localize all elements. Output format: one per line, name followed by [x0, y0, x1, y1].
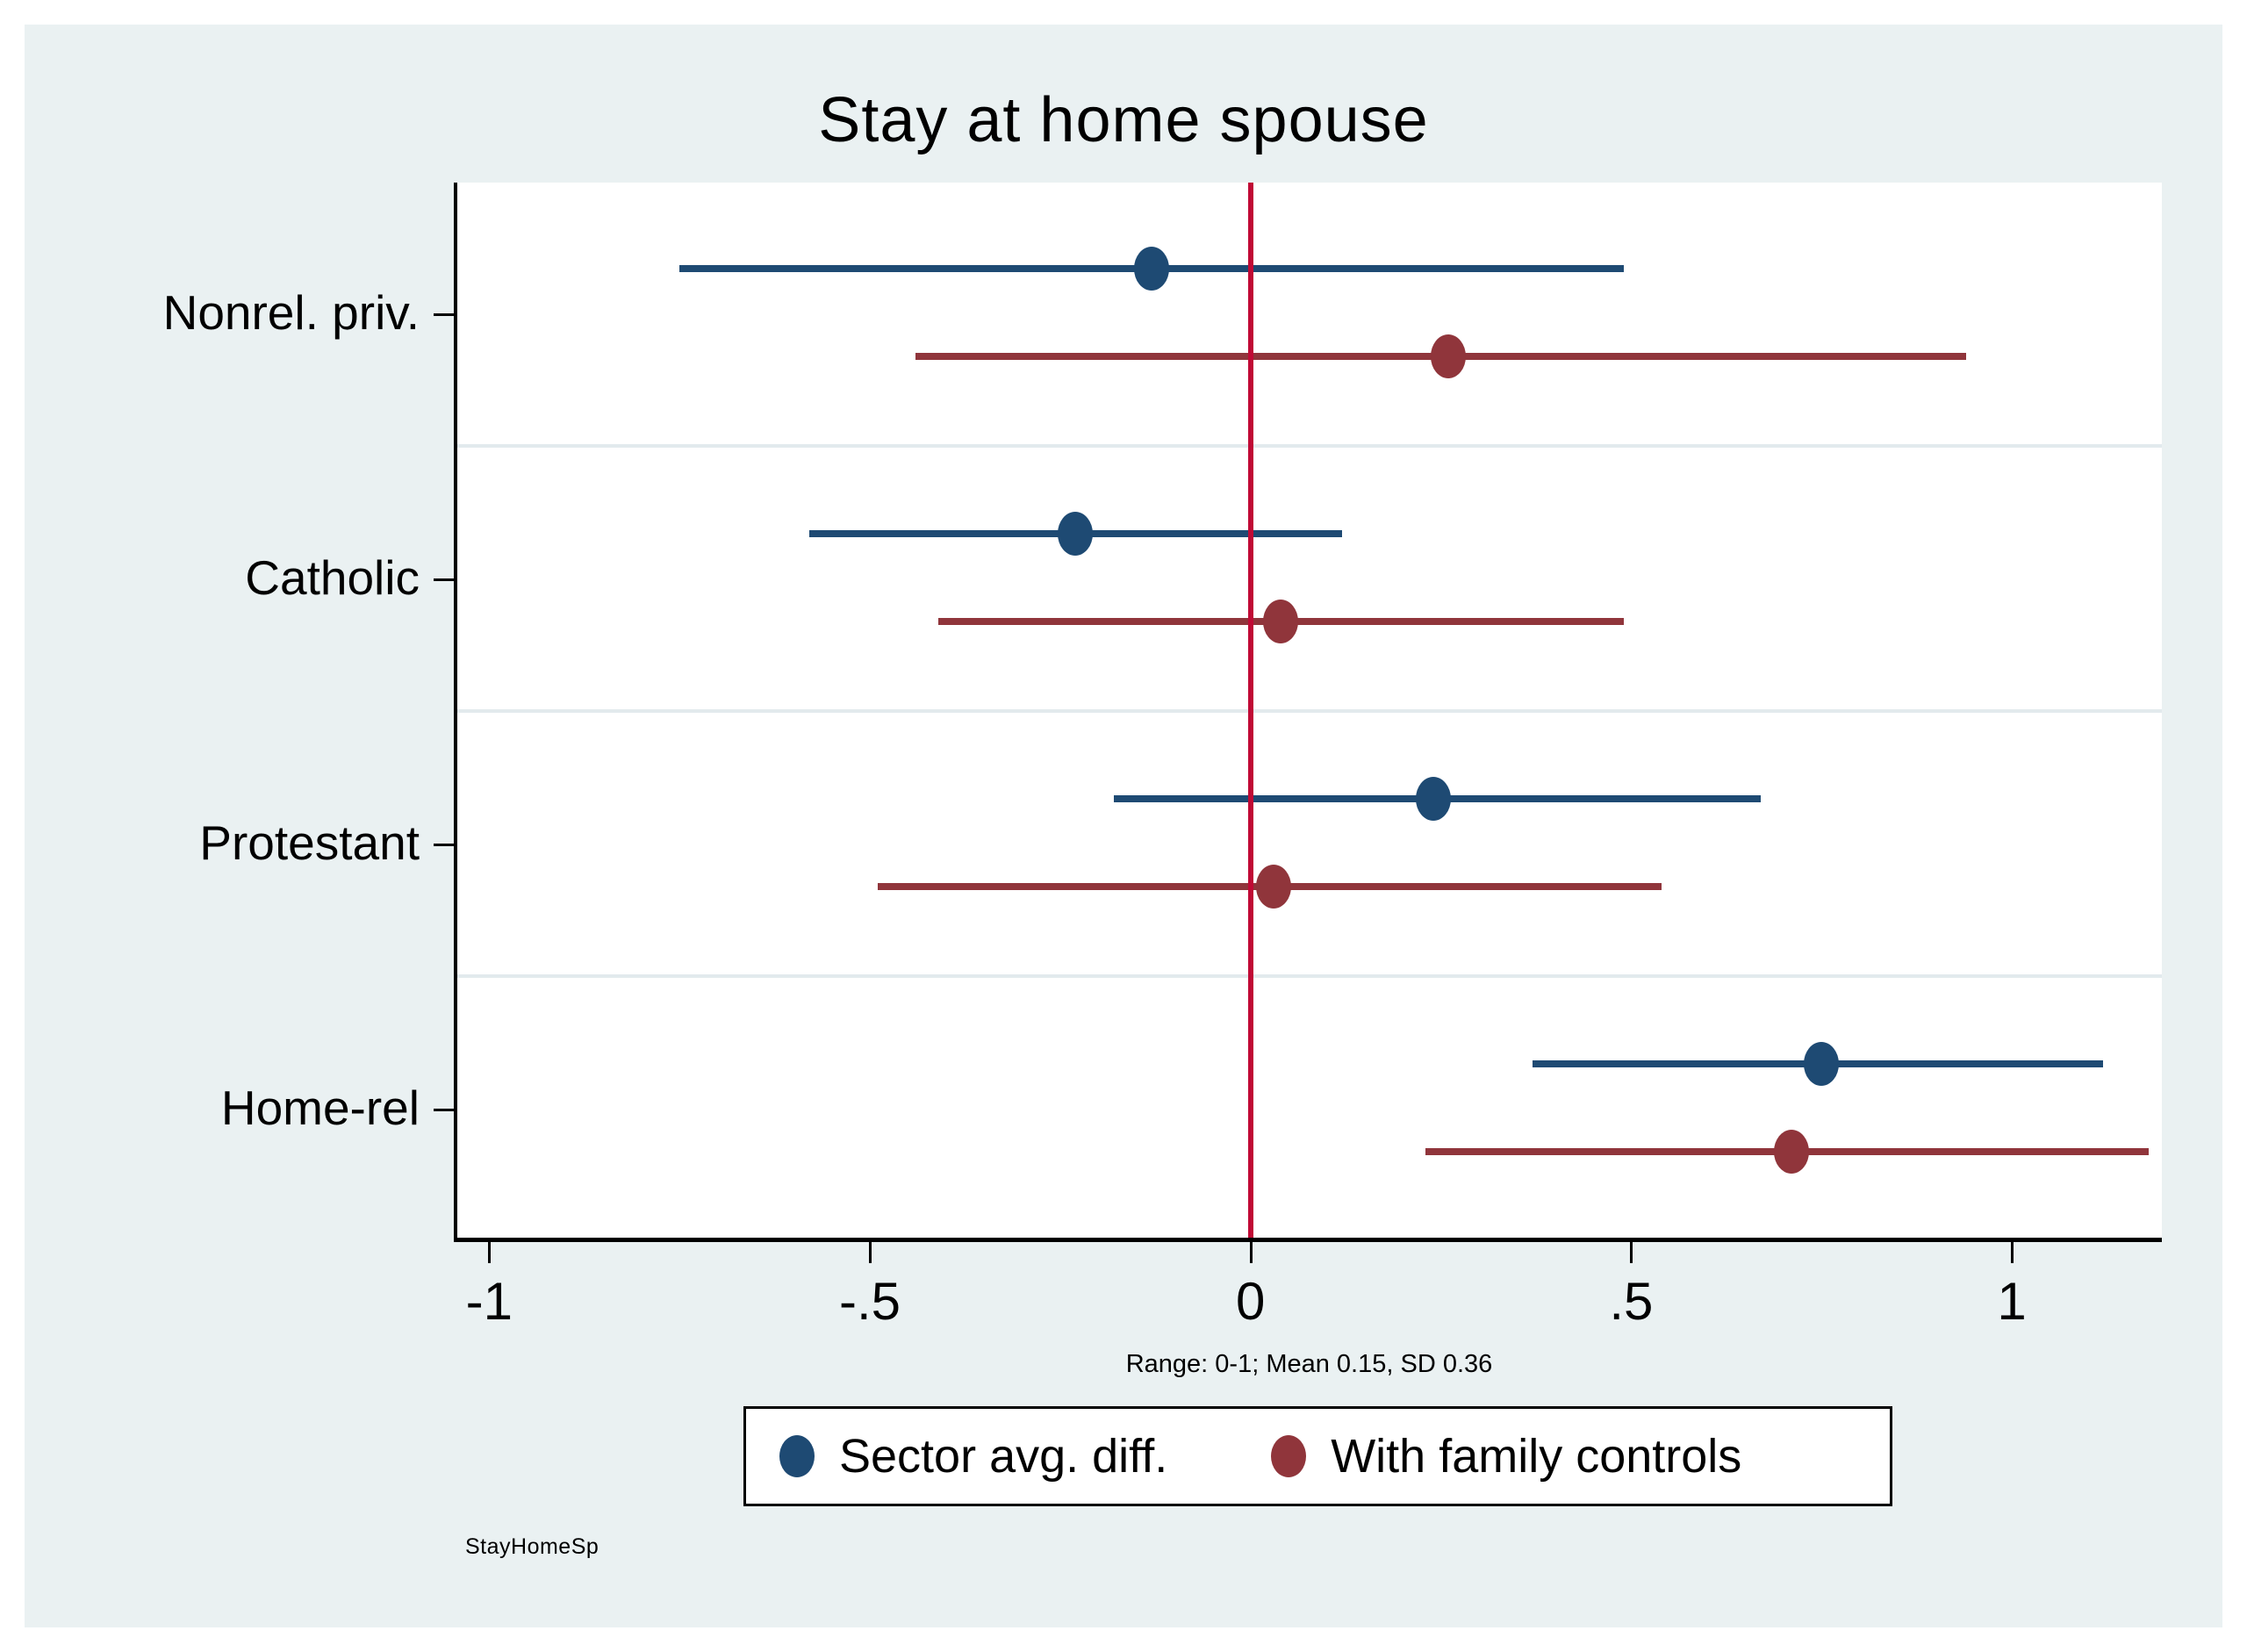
category-label: Protestant — [199, 815, 420, 870]
category-separator-gridline — [456, 974, 2162, 978]
y-axis-line — [454, 183, 457, 1239]
point-estimate-dot — [1255, 865, 1291, 909]
point-estimate-dot — [1415, 777, 1451, 821]
category-label: Nonrel. priv. — [162, 285, 420, 340]
x-axis-tick — [2011, 1242, 2014, 1263]
x-axis-tick — [1630, 1242, 1633, 1263]
legend-marker-navy-icon — [779, 1435, 815, 1477]
legend-label: Sector avg. diff. — [839, 1430, 1168, 1483]
category-separator-gridline — [456, 709, 2162, 713]
legend-item-family-controls: With family controls — [1271, 1429, 1741, 1483]
category-tick — [434, 1109, 456, 1111]
x-axis-tick — [488, 1242, 492, 1263]
zero-reference-line — [1248, 183, 1253, 1239]
category-tick — [434, 578, 456, 581]
legend-item-sector-avg: Sector avg. diff. — [779, 1429, 1167, 1483]
legend: Sector avg. diff. With family controls — [743, 1406, 1892, 1506]
x-axis-tick — [1249, 1242, 1253, 1263]
category-label: Home-rel — [220, 1081, 420, 1135]
watermark-label: StayHomeSp — [465, 1534, 599, 1559]
point-estimate-dot — [1804, 1042, 1840, 1086]
category-label: Catholic — [245, 550, 420, 605]
point-estimate-dot — [1431, 334, 1467, 378]
chart-title: Stay at home spouse — [818, 85, 1429, 155]
category-tick — [434, 844, 456, 846]
x-axis-tick-label: 0 — [1236, 1272, 1266, 1331]
legend-label: With family controls — [1331, 1430, 1742, 1483]
x-axis-tick-label: -.5 — [838, 1272, 901, 1331]
x-axis-tick-label: .5 — [1609, 1272, 1654, 1331]
category-tick — [434, 313, 456, 316]
point-estimate-dot — [1133, 247, 1169, 291]
x-axis-line — [454, 1238, 2162, 1242]
legend-marker-maroon-icon — [1271, 1435, 1307, 1477]
x-axis-tick-label: -1 — [465, 1272, 513, 1331]
point-estimate-dot — [1773, 1130, 1809, 1174]
point-estimate-dot — [1263, 600, 1299, 643]
x-axis-tick-label: 1 — [1997, 1272, 2027, 1331]
axis-note: Range: 0-1; Mean 0.15, SD 0.36 — [1125, 1350, 1493, 1378]
category-separator-gridline — [456, 444, 2162, 448]
point-estimate-dot — [1058, 512, 1094, 556]
x-axis-tick — [869, 1242, 872, 1263]
